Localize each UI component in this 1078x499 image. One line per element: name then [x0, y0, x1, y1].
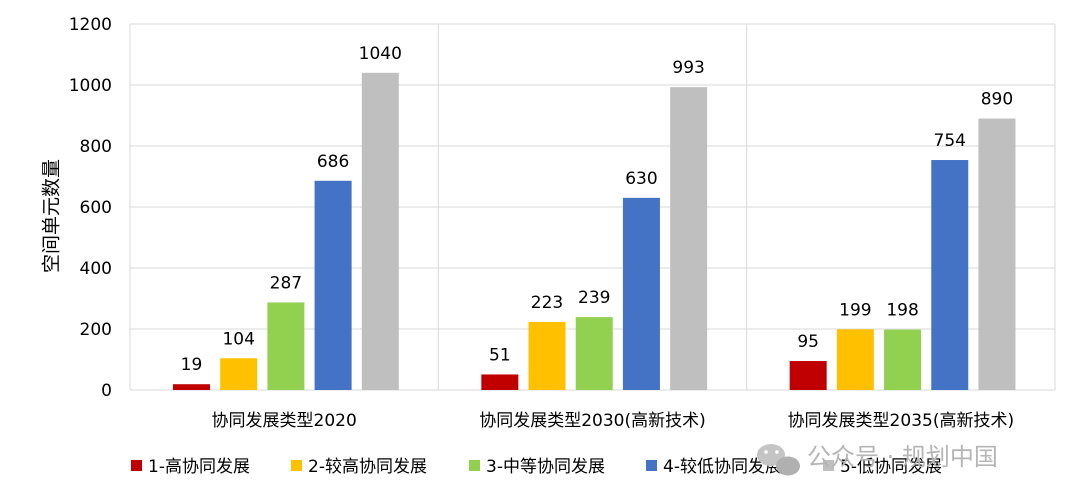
bar [173, 384, 210, 390]
y-axis-ticks: 0 200 400 600 800 1000 1200 [69, 15, 112, 401]
legend-label: 2-较高协同发展 [308, 457, 427, 477]
y-tick-label: 1000 [69, 76, 112, 96]
data-label: 686 [317, 152, 349, 172]
data-label: 51 [489, 345, 511, 365]
legend-swatch [469, 460, 480, 471]
legend-label: 1-高协同发展 [148, 457, 250, 477]
bars: 19 104 287 686 1040 51 223 239 630 993 95 199 198 754… [173, 44, 1016, 391]
legend-swatch [823, 460, 834, 471]
bar [622, 197, 660, 390]
legend-swatch [291, 460, 302, 471]
bar [884, 329, 922, 390]
x-category-label: 协同发展类型2035(高新技术) [788, 411, 1015, 431]
data-label: 95 [797, 332, 819, 352]
bar [481, 374, 519, 390]
bar [267, 302, 305, 390]
legend-swatch [646, 460, 657, 471]
y-tick-label: 600 [80, 198, 112, 218]
data-label: 287 [270, 273, 302, 293]
bar [314, 180, 352, 390]
x-category-label: 协同发展类型2030(高新技术) [479, 411, 706, 431]
x-axis-categories: 协同发展类型2020 协同发展类型2030(高新技术) 协同发展类型2035(高新技… [212, 411, 1015, 431]
legend: 1-高协同发展 2-较高协同发展 3-中等协同发展 4-较低协同发展 5-低协同发展 [131, 457, 942, 477]
data-label: 198 [886, 301, 918, 321]
bar [575, 317, 613, 390]
bar [836, 329, 874, 390]
bar [670, 87, 708, 390]
data-label: 223 [531, 293, 563, 313]
x-category-label: 协同发展类型2020 [212, 411, 357, 431]
legend-label: 5-低协同发展 [840, 457, 942, 477]
y-tick-label: 1200 [69, 15, 112, 35]
data-label: 890 [981, 90, 1013, 110]
data-label: 239 [578, 288, 610, 308]
y-tick-label: 800 [80, 137, 112, 157]
y-tick-label: 400 [80, 259, 112, 279]
data-label: 993 [672, 58, 704, 78]
data-label: 199 [839, 300, 871, 320]
legend-label: 4-较低协同发展 [663, 457, 782, 477]
watermark: 公众号 · 规划中国 [757, 443, 998, 476]
bar [978, 118, 1016, 391]
bar [220, 358, 258, 390]
wechat-icon [757, 444, 800, 476]
legend-label: 3-中等协同发展 [486, 457, 605, 477]
y-tick-label: 200 [80, 320, 112, 340]
watermark-text: 公众号 · 规划中国 [807, 443, 998, 471]
bar [931, 160, 969, 390]
data-label: 630 [625, 169, 657, 189]
y-tick-label: 0 [101, 381, 112, 401]
data-label: 1040 [359, 44, 402, 64]
data-label: 754 [934, 131, 966, 151]
legend-swatch [131, 460, 142, 471]
bar [361, 72, 399, 391]
bar [789, 361, 827, 390]
bar [528, 321, 566, 390]
data-label: 104 [222, 329, 254, 349]
y-axis-label: 空间单元数量 [41, 159, 63, 273]
data-label: 19 [181, 355, 203, 375]
